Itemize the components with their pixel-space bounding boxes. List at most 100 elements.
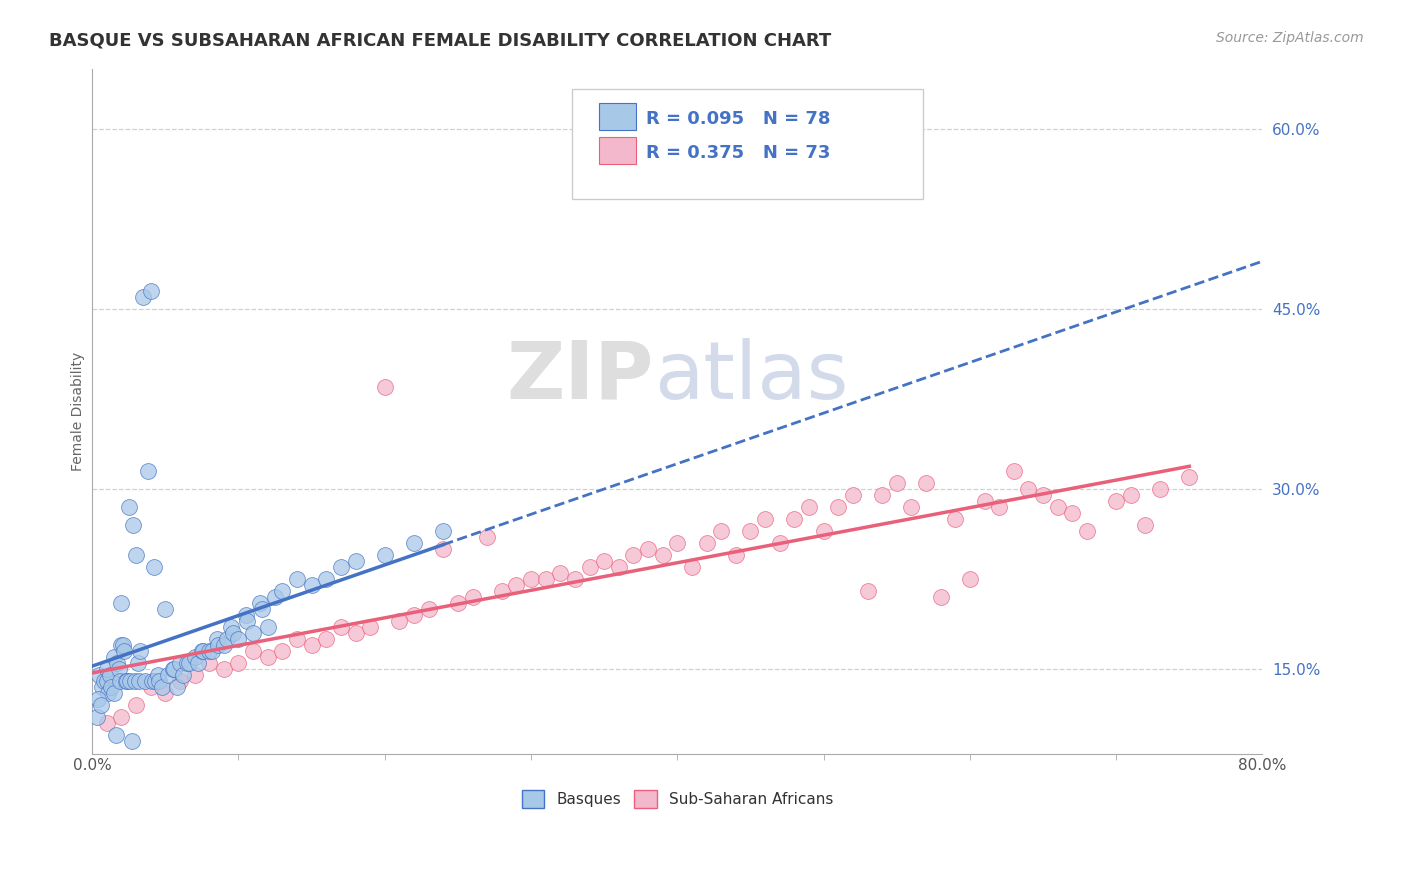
Point: [461, 591, 484, 605]
Point: [1178, 470, 1201, 484]
Point: [900, 500, 922, 515]
Point: [959, 572, 981, 586]
Point: [117, 674, 139, 689]
Text: R = 0.375   N = 73: R = 0.375 N = 73: [645, 144, 830, 161]
Legend: Basques, Sub-Saharan Africans: Basques, Sub-Saharan Africans: [516, 783, 839, 814]
Point: [90, 698, 112, 713]
Point: [112, 644, 135, 658]
Point: [118, 500, 141, 515]
Point: [186, 657, 208, 671]
Point: [374, 548, 396, 562]
Point: [1002, 464, 1025, 478]
Point: [1046, 500, 1069, 515]
Point: [797, 500, 820, 515]
Point: [827, 500, 849, 515]
Point: [1032, 488, 1054, 502]
Point: [256, 650, 278, 665]
Point: [943, 512, 966, 526]
Point: [710, 524, 733, 539]
Point: [929, 591, 952, 605]
Point: [120, 674, 142, 689]
Point: [177, 657, 200, 671]
Point: [93, 674, 115, 689]
Point: [193, 644, 215, 658]
Point: [1062, 506, 1084, 520]
Point: [105, 657, 128, 671]
Point: [169, 657, 191, 671]
Point: [475, 530, 498, 544]
Point: [205, 632, 228, 647]
Point: [388, 615, 411, 629]
Point: [104, 729, 127, 743]
Point: [842, 488, 865, 502]
Point: [155, 686, 177, 700]
Point: [607, 560, 630, 574]
Point: [315, 632, 337, 647]
Point: [578, 560, 600, 574]
Point: [374, 380, 396, 394]
FancyBboxPatch shape: [599, 103, 637, 130]
Point: [172, 668, 194, 682]
Point: [207, 638, 229, 652]
Point: [215, 632, 238, 647]
Point: [235, 608, 257, 623]
Point: [915, 476, 938, 491]
Point: [724, 548, 747, 562]
Point: [107, 662, 129, 676]
Point: [221, 626, 243, 640]
Point: [301, 638, 323, 652]
Point: [402, 536, 425, 550]
Text: BASQUE VS SUBSAHARAN AFRICAN FEMALE DISABILITY CORRELATION CHART: BASQUE VS SUBSAHARAN AFRICAN FEMALE DISA…: [49, 31, 831, 49]
Point: [111, 638, 134, 652]
Point: [122, 518, 145, 533]
Point: [155, 602, 177, 616]
Point: [1105, 494, 1128, 508]
Point: [315, 572, 337, 586]
Point: [198, 644, 221, 658]
Point: [250, 602, 273, 616]
Point: [89, 668, 111, 682]
Point: [142, 560, 165, 574]
Point: [769, 536, 792, 550]
Point: [86, 710, 108, 724]
Point: [183, 650, 205, 665]
Y-axis label: Female Disability: Female Disability: [72, 351, 86, 471]
Point: [127, 657, 149, 671]
Point: [125, 698, 148, 713]
Point: [271, 644, 294, 658]
Point: [157, 668, 180, 682]
Point: [856, 584, 879, 599]
Point: [329, 620, 352, 634]
Point: [418, 602, 440, 616]
Point: [1149, 482, 1171, 496]
Point: [740, 524, 762, 539]
Point: [148, 674, 170, 689]
Point: [344, 626, 367, 640]
Point: [236, 615, 259, 629]
Point: [169, 674, 191, 689]
Point: [110, 596, 132, 610]
Point: [87, 692, 110, 706]
Point: [564, 572, 586, 586]
Point: [242, 626, 264, 640]
Point: [110, 638, 132, 652]
Point: [152, 681, 174, 695]
Text: R = 0.095   N = 78: R = 0.095 N = 78: [645, 110, 830, 128]
Point: [97, 686, 120, 700]
Point: [249, 596, 271, 610]
Point: [988, 500, 1011, 515]
Point: [285, 572, 308, 586]
Point: [132, 290, 155, 304]
Point: [141, 674, 163, 689]
Point: [402, 608, 425, 623]
Text: atlas: atlas: [654, 338, 848, 416]
Point: [491, 584, 513, 599]
Text: Source: ZipAtlas.com: Source: ZipAtlas.com: [1216, 31, 1364, 45]
Point: [432, 542, 454, 557]
Point: [124, 674, 146, 689]
Point: [96, 674, 118, 689]
Point: [212, 662, 235, 676]
Point: [271, 584, 294, 599]
Point: [139, 284, 162, 298]
Point: [520, 572, 543, 586]
